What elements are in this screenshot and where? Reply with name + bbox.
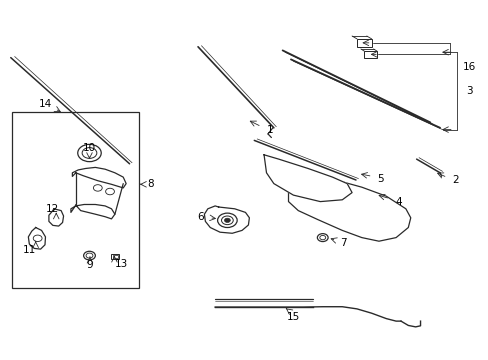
Circle shape xyxy=(83,251,95,260)
Text: 1: 1 xyxy=(266,125,273,135)
Text: 4: 4 xyxy=(394,197,401,207)
Bar xyxy=(111,254,119,259)
Polygon shape xyxy=(72,167,126,188)
Bar xyxy=(356,39,371,47)
Text: 14: 14 xyxy=(38,99,52,109)
Bar xyxy=(12,112,139,288)
Circle shape xyxy=(217,213,237,228)
Text: 12: 12 xyxy=(46,204,60,214)
Polygon shape xyxy=(288,167,410,241)
Text: 8: 8 xyxy=(147,179,154,189)
Text: 13: 13 xyxy=(114,258,128,269)
Circle shape xyxy=(78,144,101,162)
Text: 9: 9 xyxy=(86,260,93,270)
Text: 3: 3 xyxy=(465,86,472,96)
Circle shape xyxy=(105,188,114,195)
Bar xyxy=(364,51,376,58)
Circle shape xyxy=(317,234,327,242)
Circle shape xyxy=(224,218,230,222)
Text: 10: 10 xyxy=(83,143,96,153)
Polygon shape xyxy=(264,155,351,202)
Polygon shape xyxy=(49,209,63,226)
Text: 16: 16 xyxy=(462,62,475,72)
Bar xyxy=(113,255,118,258)
Circle shape xyxy=(93,185,102,191)
Text: 11: 11 xyxy=(22,245,36,255)
Text: 6: 6 xyxy=(197,212,203,222)
Polygon shape xyxy=(28,228,45,249)
Text: 5: 5 xyxy=(376,174,383,184)
Polygon shape xyxy=(204,206,249,233)
Text: 2: 2 xyxy=(451,175,458,185)
Text: 15: 15 xyxy=(286,312,300,322)
Polygon shape xyxy=(71,204,115,219)
Text: 7: 7 xyxy=(339,238,346,248)
